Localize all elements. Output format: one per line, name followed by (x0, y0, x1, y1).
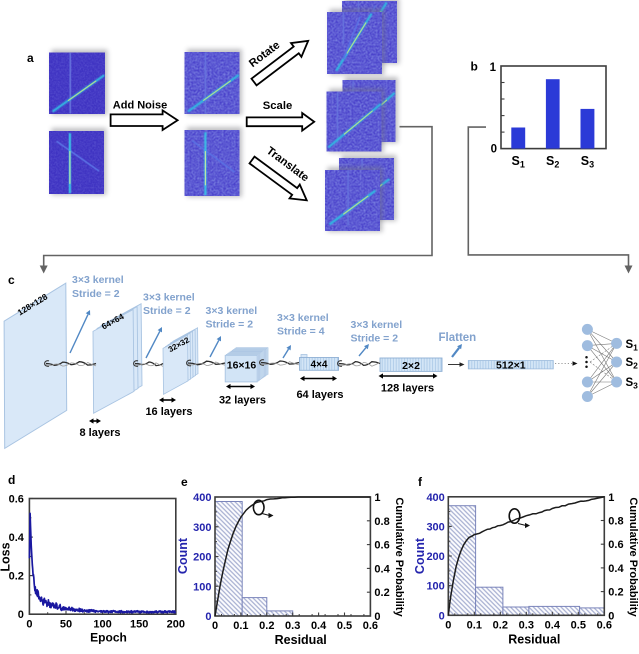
svg-text:3×3 kernel: 3×3 kernel (206, 305, 258, 317)
svg-text:Epoch: Epoch (90, 631, 127, 645)
svg-text:0: 0 (445, 619, 451, 631)
svg-text:200: 200 (167, 619, 185, 631)
svg-text:0.6: 0.6 (597, 619, 612, 631)
svg-text:150: 150 (130, 619, 148, 631)
svg-text:1: 1 (374, 492, 380, 504)
svg-text:50: 50 (60, 619, 72, 631)
svg-text:200: 200 (426, 551, 444, 563)
svg-text:0.6: 0.6 (9, 494, 24, 506)
svg-text:0.6: 0.6 (608, 539, 623, 551)
svg-text:Scale: Scale (263, 100, 293, 112)
svg-text:0: 0 (439, 610, 445, 622)
svg-text:0.1: 0.1 (233, 620, 248, 632)
svg-text:128 layers: 128 layers (381, 383, 434, 395)
svg-text:0: 0 (18, 609, 24, 621)
svg-text:0.5: 0.5 (337, 620, 352, 632)
svg-text:d: d (8, 473, 15, 487)
svg-text:32 layers: 32 layers (219, 395, 266, 407)
svg-text:f: f (418, 475, 423, 489)
svg-text:Residual: Residual (275, 633, 327, 647)
svg-text:0.2: 0.2 (493, 619, 508, 631)
svg-text:1: 1 (608, 492, 614, 504)
svg-text:Loss: Loss (0, 542, 13, 571)
svg-text:0: 0 (205, 611, 211, 623)
svg-text:3×3 kernel: 3×3 kernel (351, 319, 403, 331)
svg-text:300: 300 (426, 521, 444, 533)
svg-text:Flatten: Flatten (439, 332, 477, 344)
svg-text:Count: Count (413, 537, 427, 574)
svg-text:2×2: 2×2 (402, 360, 420, 372)
svg-text:0.4: 0.4 (374, 563, 390, 575)
svg-text:8 layers: 8 layers (80, 427, 121, 439)
svg-text:0: 0 (212, 620, 218, 632)
svg-text:512×1: 512×1 (496, 359, 526, 371)
svg-text:100: 100 (93, 619, 111, 631)
svg-text:Stride = 2: Stride = 2 (72, 288, 120, 300)
svg-text:0.2: 0.2 (608, 587, 623, 599)
svg-text:0.3: 0.3 (519, 619, 534, 631)
svg-text:S3: S3 (626, 377, 639, 390)
svg-text:c: c (8, 273, 15, 287)
svg-text:400: 400 (426, 492, 444, 504)
svg-text:0.8: 0.8 (608, 516, 623, 528)
svg-text:400: 400 (193, 492, 211, 504)
svg-text:0.5: 0.5 (571, 619, 586, 631)
svg-text:S1: S1 (626, 339, 639, 352)
svg-text:Cumulative Probability: Cumulative Probability (627, 497, 639, 617)
svg-text:0.3: 0.3 (285, 620, 300, 632)
svg-text:0.4: 0.4 (311, 620, 327, 632)
svg-text:0.4: 0.4 (608, 563, 624, 575)
svg-text:3×3 kernel: 3×3 kernel (277, 312, 329, 324)
svg-text:1: 1 (490, 62, 497, 74)
svg-text:200: 200 (193, 552, 211, 564)
svg-text:Stride = 2: Stride = 2 (206, 319, 254, 331)
svg-text:100: 100 (426, 581, 444, 593)
svg-text:0.8: 0.8 (374, 516, 389, 528)
svg-text:300: 300 (193, 522, 211, 534)
svg-text:Stride = 2: Stride = 2 (351, 333, 399, 345)
svg-text:0: 0 (491, 144, 497, 156)
svg-text:Residual: Residual (508, 632, 560, 646)
svg-text:S2: S2 (626, 357, 639, 370)
svg-text:64 layers: 64 layers (296, 389, 343, 401)
svg-text:Add Noise: Add Noise (113, 100, 167, 112)
svg-text:0.6: 0.6 (363, 620, 378, 632)
svg-text:3×3 kernel: 3×3 kernel (72, 274, 124, 286)
svg-text:4×4: 4×4 (311, 360, 328, 371)
svg-text:0.2: 0.2 (9, 571, 24, 583)
svg-text:a: a (27, 51, 34, 65)
svg-text:Stride = 2: Stride = 2 (143, 305, 191, 317)
svg-text:0.2: 0.2 (259, 620, 274, 632)
svg-text:0.6: 0.6 (374, 540, 389, 552)
svg-text:Count: Count (176, 537, 190, 574)
svg-text:0.2: 0.2 (374, 587, 389, 599)
svg-text:16 layers: 16 layers (145, 406, 192, 418)
svg-text:Stride = 4: Stride = 4 (277, 326, 325, 338)
svg-text:0.4: 0.4 (9, 532, 25, 544)
svg-text:3×3 kernel: 3×3 kernel (143, 292, 195, 304)
svg-text:0: 0 (26, 619, 32, 631)
svg-text:100: 100 (193, 581, 211, 593)
svg-text:Cumulative Probability: Cumulative Probability (393, 497, 405, 617)
svg-text:b: b (471, 60, 478, 74)
svg-text:0: 0 (608, 610, 614, 622)
svg-text:16×16: 16×16 (227, 360, 257, 372)
svg-text:0.4: 0.4 (545, 619, 561, 631)
svg-text:e: e (181, 475, 188, 489)
svg-text:0: 0 (374, 611, 380, 623)
svg-text:0.1: 0.1 (467, 619, 482, 631)
